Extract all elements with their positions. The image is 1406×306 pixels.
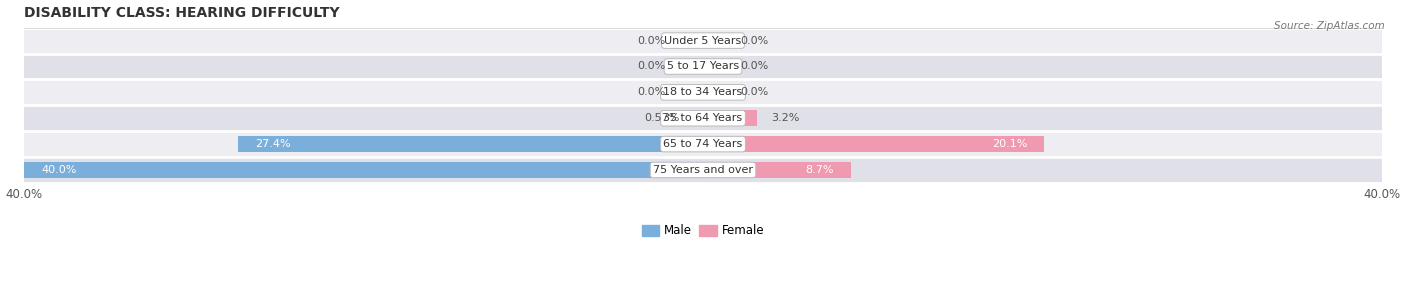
Bar (703, 110, 758, 126)
Text: 27.4%: 27.4% (254, 139, 291, 149)
Text: 35 to 64 Years: 35 to 64 Years (664, 113, 742, 123)
Text: 0.0%: 0.0% (637, 62, 665, 72)
Bar (703, 136, 1045, 152)
Text: 0.0%: 0.0% (741, 35, 769, 46)
Text: 75 Years and over: 75 Years and over (652, 165, 754, 175)
Bar (24, 105, 1382, 131)
Text: 40.0%: 40.0% (41, 165, 76, 175)
Text: 65 to 74 Years: 65 to 74 Years (664, 139, 742, 149)
Text: 0.0%: 0.0% (637, 35, 665, 46)
Text: 5 to 17 Years: 5 to 17 Years (666, 62, 740, 72)
Text: 0.0%: 0.0% (637, 87, 665, 97)
Text: Under 5 Years: Under 5 Years (665, 35, 741, 46)
Bar (24, 80, 1382, 105)
Text: 0.0%: 0.0% (741, 87, 769, 97)
Text: 8.7%: 8.7% (806, 165, 834, 175)
Bar (24, 157, 1382, 183)
Bar (24, 131, 1382, 157)
Bar (703, 162, 851, 178)
Bar (238, 136, 703, 152)
Text: 0.57%: 0.57% (644, 113, 679, 123)
Legend: Male, Female: Male, Female (637, 220, 769, 242)
Text: 3.2%: 3.2% (770, 113, 799, 123)
Bar (24, 54, 1382, 80)
Bar (693, 110, 703, 126)
Bar (24, 162, 703, 178)
Text: 18 to 34 Years: 18 to 34 Years (664, 87, 742, 97)
Text: 0.0%: 0.0% (741, 62, 769, 72)
Bar (24, 28, 1382, 54)
Text: DISABILITY CLASS: HEARING DIFFICULTY: DISABILITY CLASS: HEARING DIFFICULTY (24, 6, 340, 20)
Text: Source: ZipAtlas.com: Source: ZipAtlas.com (1274, 21, 1385, 32)
Text: 20.1%: 20.1% (991, 139, 1028, 149)
